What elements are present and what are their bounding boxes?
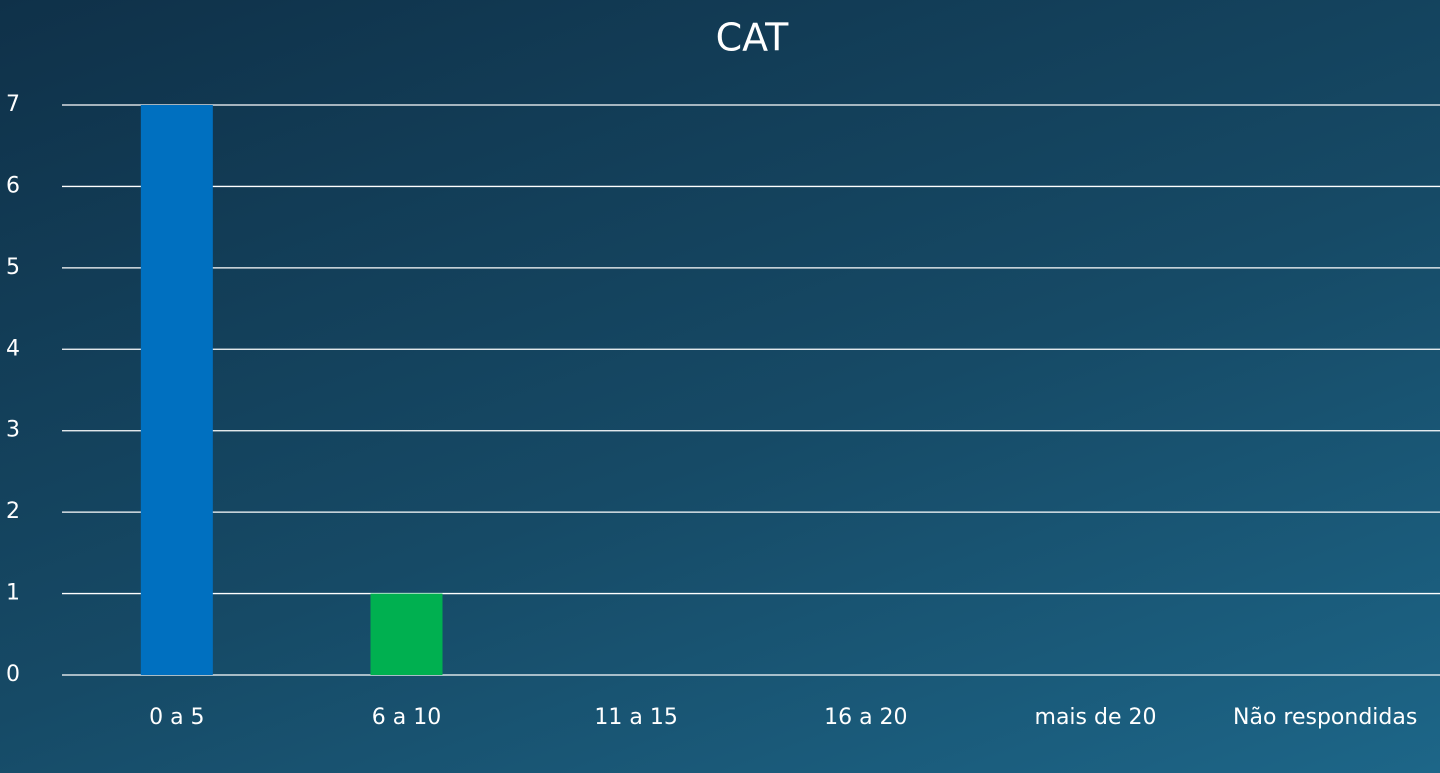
y-tick-label: 2 <box>6 499 20 524</box>
x-tick-label: Não respondidas <box>1233 705 1417 730</box>
x-tick-label: mais de 20 <box>1035 705 1157 730</box>
y-tick-label: 4 <box>6 336 20 361</box>
x-tick-label: 6 a 10 <box>372 705 441 730</box>
x-tick-label: 11 a 15 <box>594 705 677 730</box>
y-tick-label: 1 <box>6 581 20 606</box>
y-tick-label: 6 <box>6 173 20 198</box>
y-tick-label: 5 <box>6 255 20 280</box>
x-tick-label: 16 a 20 <box>824 705 907 730</box>
chart-title: CAT <box>716 16 790 60</box>
y-tick-label: 7 <box>6 92 20 117</box>
y-tick-label: 0 <box>6 662 20 687</box>
y-tick-label: 3 <box>6 418 20 443</box>
bar <box>370 593 443 675</box>
x-tick-label: 0 a 5 <box>149 705 204 730</box>
bar <box>140 105 213 675</box>
